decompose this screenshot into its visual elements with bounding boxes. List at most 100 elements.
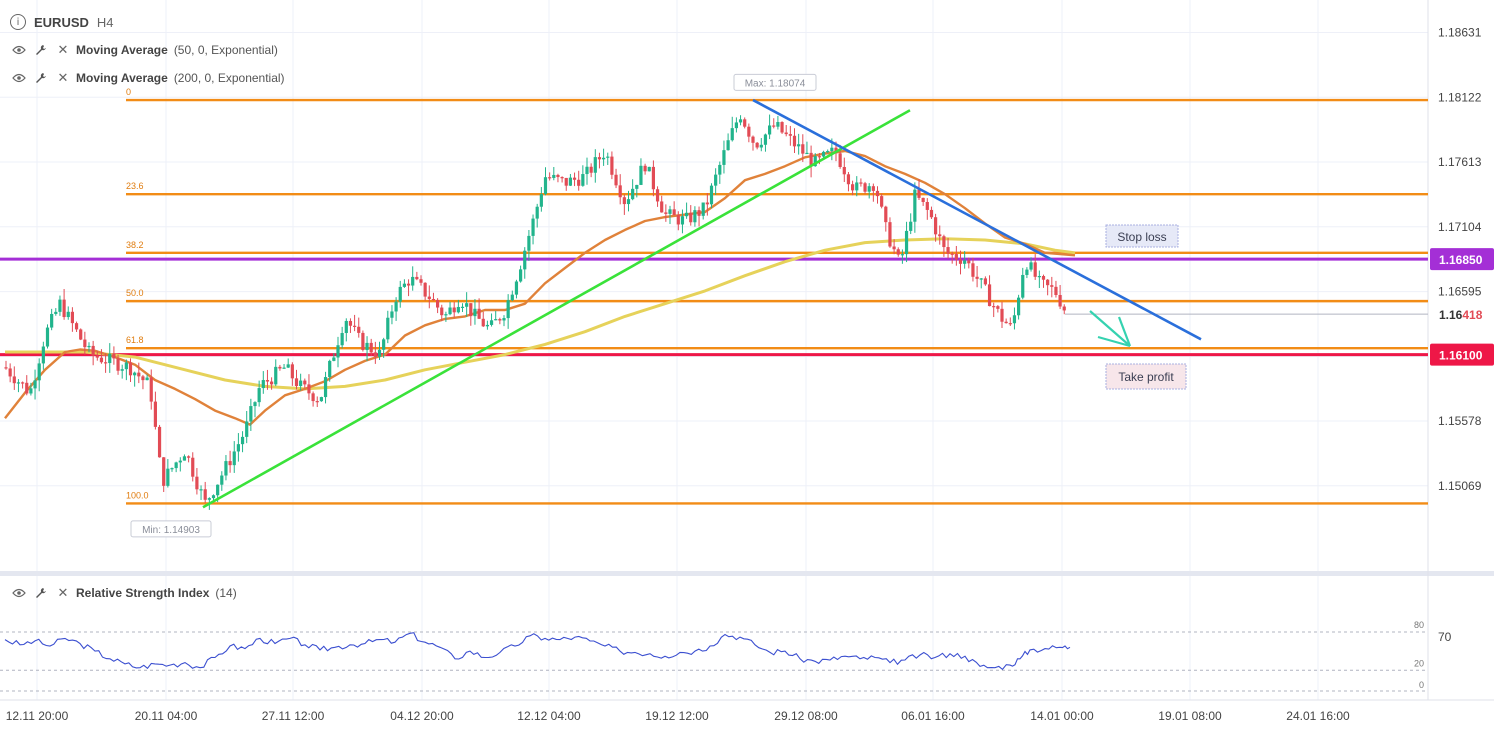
close-icon[interactable]: ✕ [57,42,69,57]
candle-body [685,212,689,217]
candle-body [917,189,921,198]
candle-body [1041,276,1046,280]
candle-body [87,345,91,348]
eye-icon[interactable] [10,69,28,87]
candle-body [4,367,8,369]
candle-body [1029,262,1033,270]
grid-lines [0,0,1494,701]
candle-body [734,122,738,129]
candle-body [913,189,917,222]
close-icon[interactable]: ✕ [57,585,69,600]
fibonacci-retracement[interactable]: 0 23.6 38.2 50.0 61.8 100.0 [126,87,1428,505]
price-tick-label: 1.15069 [1438,479,1482,493]
candle-body [112,353,116,359]
candle-body [838,153,842,167]
candle-body [846,174,851,185]
candle-body [925,201,929,210]
candle-body [328,360,332,378]
timeframe-label[interactable]: H4 [96,14,114,30]
candle-body [718,164,722,175]
candle-body [419,279,423,283]
candle-body [568,177,572,186]
candle-body [386,317,390,340]
eye-icon[interactable] [10,41,28,59]
trendlines[interactable] [202,98,1202,509]
candle-body [45,327,50,347]
rsi-panel: 80 20 0 70 [0,620,1452,692]
time-tick-label: 27.11 12:00 [262,709,325,723]
candle-body [207,498,211,500]
candle-body [942,236,946,248]
candle-body [851,184,855,191]
candle-body [519,269,523,282]
candle-body [303,380,307,385]
candle-body [863,183,867,192]
candle-body [1008,323,1012,325]
candle-body [585,166,589,175]
candle-body [448,307,452,315]
candle-body [527,235,531,251]
rsi-level-label: 20 [1414,658,1424,668]
candle-body [394,301,398,312]
target-arrow-head [1097,335,1131,348]
candle-body [975,276,979,279]
candle-body [655,189,660,202]
candle-body [37,363,41,381]
candle-body [257,388,261,403]
candle-body [187,456,191,458]
price-tick-label: 1.17613 [1438,155,1482,169]
candle-body [265,380,270,382]
candle-body [128,362,133,376]
candle-body [709,185,714,205]
candle-body [79,329,83,340]
candle-body [821,151,826,157]
candle-body [784,132,788,135]
candle-body [469,303,473,317]
candle-body [938,234,942,237]
candle-body [904,230,909,255]
candle-body [444,314,448,316]
candle-body [473,308,477,317]
candle-body [992,306,996,308]
min-tag-label: Min: 1.14903 [142,525,200,536]
candle-body [543,177,548,195]
indicator-params: (200, 0, Exponential) [173,71,285,85]
candle-body [290,364,294,379]
candle-body [751,136,755,143]
wrench-icon[interactable] [32,69,50,87]
candle-body [377,349,382,357]
candle-body [460,306,465,308]
candle-body [651,166,655,190]
candle-body [240,436,245,445]
time-tick-label: 24.01 16:00 [1286,709,1350,723]
candle-body [693,210,697,223]
rsi-level-label: 0 [1419,680,1424,690]
candle-body [635,184,639,189]
candle-body [141,376,145,381]
close-icon[interactable]: ✕ [57,70,69,85]
candle-body [705,202,709,205]
annotations[interactable]: Max: 1.18074 Min: 1.14903 Stop loss Take pr… [130,73,1187,538]
candle-body [664,212,668,214]
stop-loss-label: Stop loss [1117,230,1166,244]
candle-body [195,476,199,490]
info-icon[interactable]: i [10,14,26,30]
candle-body [668,209,672,214]
candle-body [622,197,626,205]
candle-body [722,150,726,165]
candle-body [294,378,299,387]
wrench-icon[interactable] [32,584,50,602]
ma-200-path [5,237,1076,391]
candle-body [411,276,415,286]
candle-body [1012,315,1017,324]
candle-body [440,307,444,316]
candle-body [535,206,539,219]
candle-body [481,318,485,327]
candle-body [1021,274,1025,298]
candle-body [996,306,1000,309]
wrench-icon[interactable] [32,41,50,59]
candle-body [672,209,676,215]
eye-icon[interactable] [10,584,28,602]
price-levels[interactable] [0,257,1428,357]
